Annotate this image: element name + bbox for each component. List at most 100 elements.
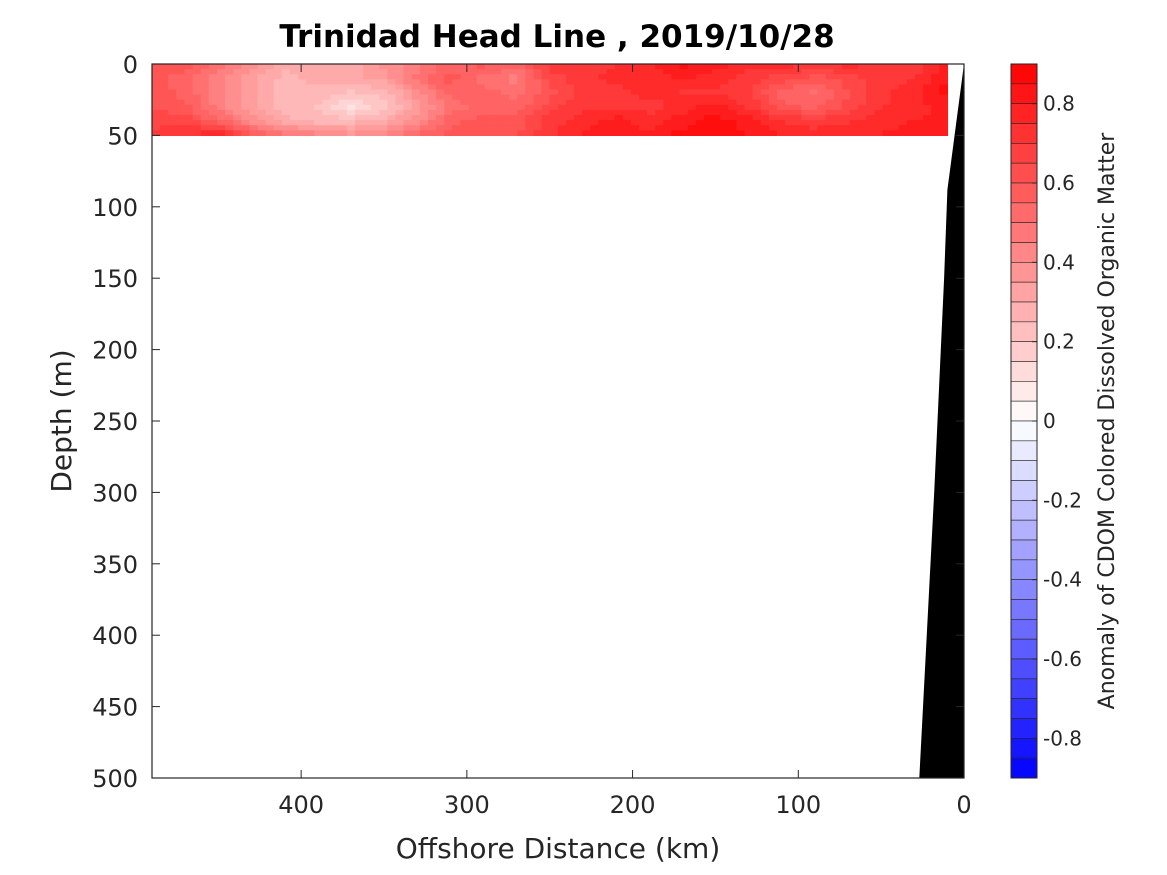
heatmap-cell [338,109,348,116]
heatmap-cell [484,79,494,85]
heatmap-cell [606,69,616,75]
heatmap-cell [630,115,640,121]
heatmap-cell [476,94,486,101]
heatmap-cell [906,99,916,106]
heatmap-cell [695,84,705,91]
heatmap-cell [314,64,324,70]
heatmap-cell [541,74,551,80]
heatmap-cell [890,104,900,111]
heatmap-cell [590,130,600,136]
colorbar-swatch [1010,420,1038,442]
heatmap-cell [639,79,648,85]
heatmap-cell [630,104,640,111]
heatmap-cell [387,125,397,131]
heatmap-cell [825,104,835,111]
heatmap-cell [703,79,713,85]
heatmap-cell [306,74,315,80]
heatmap-cell [809,120,819,126]
heatmap-cell [444,74,453,80]
heatmap-cell [695,89,705,96]
heatmap-cell [225,120,234,126]
heatmap-cell [768,64,778,70]
heatmap-cell [192,79,202,85]
heatmap-cell [598,109,608,116]
heatmap-cell [265,109,275,116]
heatmap-cell [914,109,924,116]
heatmap-cell [809,69,819,75]
heatmap-cell [720,125,729,131]
heatmap-cell [890,74,900,80]
heatmap-cell [476,89,486,96]
heatmap-cell [752,104,762,111]
heatmap-cell [492,130,502,136]
heatmap-cell [249,84,259,91]
heatmap-cell [289,120,299,126]
heatmap-cell [403,99,413,106]
heatmap-cell [825,130,835,136]
colorbar: 0.8 0.6 0.4 0.2 0 -0.2 -0.4 -0.6 -0.8 Anomaly of… [1010,63,1120,779]
heatmap-cell [403,104,413,111]
heatmap-cell [768,120,778,126]
heatmap-cell [460,89,470,96]
colorbar-tick-label: -0.2 [1043,488,1082,512]
heatmap-cell [216,120,226,126]
heatmap-cell [663,104,673,111]
heatmap-cell [574,79,583,85]
heatmap-cell [395,104,405,111]
heatmap-cell [906,79,916,85]
heatmap-cell [614,69,624,75]
heatmap-cell [484,130,494,136]
heatmap-cell [890,89,900,96]
heatmap-cell [184,64,194,70]
heatmap-cell [736,69,746,75]
heatmap-cell [363,64,372,70]
heatmap-cell [833,94,843,101]
heatmap-cell [452,125,462,131]
heatmap-cell [314,89,324,96]
heatmap-cell [160,109,169,116]
heatmap-cell [630,120,640,126]
heatmap-cell [590,94,600,101]
heatmap-cell [639,94,648,101]
plot-background [152,64,964,778]
colorbar-swatch [1010,400,1038,422]
heatmap-cell [176,89,186,96]
heatmap-cell [160,104,169,111]
heatmap-cell [809,115,819,121]
heatmap-cell [744,69,754,75]
heatmap-cell [720,104,729,111]
heatmap-cell [387,69,397,75]
heatmap-cell [866,125,875,131]
heatmap-cell [160,130,169,136]
heatmap-cell [444,94,453,101]
heatmap-cell [298,79,307,85]
heatmap-cell [606,99,616,106]
heatmap-cell [476,69,486,75]
heatmap-cell [639,130,648,136]
heatmap-cell [273,69,283,75]
heatmap-cell [541,115,551,121]
heatmap-cell [647,120,656,126]
heatmap-cell [436,120,445,126]
colorbar-tick-label: 0.6 [1043,171,1075,195]
heatmap-cell [671,64,681,70]
heatmap-cell [923,64,932,70]
heatmap-cell [387,94,397,101]
heatmap-cell [793,69,802,75]
heatmap-cell [817,74,827,80]
heatmap-cell [249,89,259,96]
heatmap-cell [914,84,924,91]
colorbar-swatch [1010,242,1038,263]
heatmap-cell [200,104,210,111]
heatmap-cell [866,130,875,136]
heatmap-cell [346,69,356,75]
heatmap-cell [574,94,583,101]
heatmap-cell [436,74,445,80]
heatmap-cell [760,89,770,96]
heatmap-cell [939,89,949,96]
heatmap-cell [760,99,770,106]
heatmap-cell [574,69,583,75]
heatmap-cell [647,79,656,85]
heatmap-cell [557,99,567,106]
heatmap-cell [444,120,453,126]
